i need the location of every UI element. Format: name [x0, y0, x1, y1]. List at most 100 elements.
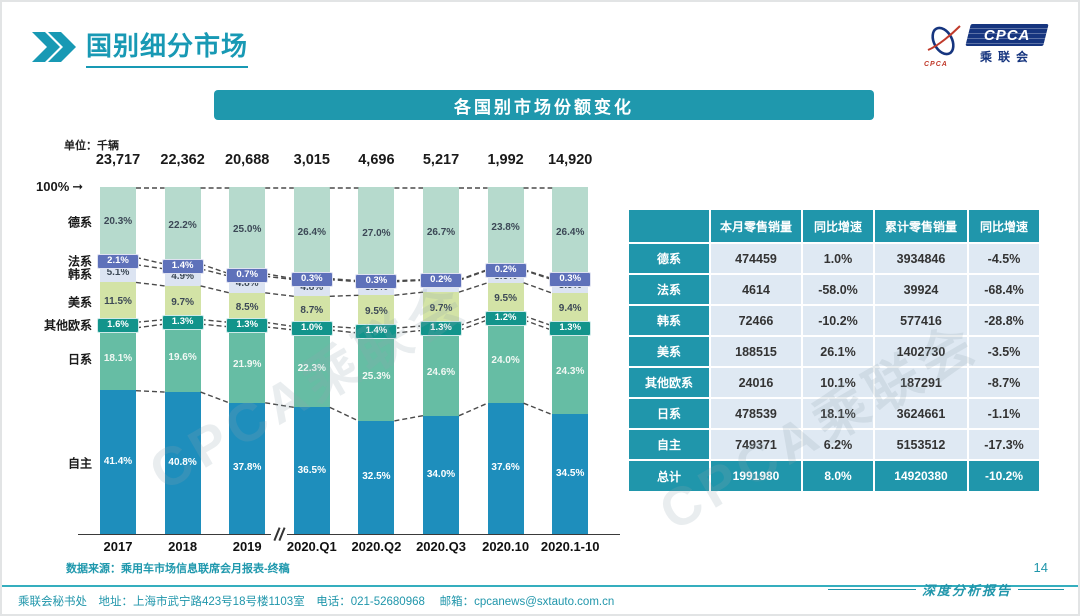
segment: 25.3% [358, 333, 395, 421]
segment-value-tag: 1.4% [355, 323, 398, 339]
segment-value-label: 26.7% [426, 227, 456, 239]
row-label-cell: 法系 [629, 275, 709, 304]
segment-value-tag: 0.3% [290, 272, 333, 288]
segment: 27.0% [358, 187, 395, 281]
data-cell: 3624661 [875, 399, 967, 428]
footer-divider [2, 585, 1078, 587]
bar-total: 20,688 [225, 152, 270, 168]
segment-value-label: 40.8% [168, 456, 197, 468]
segment-value-label: 27.0% [362, 227, 391, 239]
header-cell: 累计零售销量 [875, 210, 967, 242]
row-label-cell: 其他欧系 [629, 368, 709, 397]
segment: 34.0% [423, 415, 459, 534]
segment-value-label: 21.9% [233, 358, 262, 370]
segment-value-tag: 1.3% [420, 321, 462, 337]
segment-value-label: 24.0% [491, 355, 520, 367]
segment: 18.1% [100, 327, 136, 391]
bar-2017: 20.3% 2.1% 5.1% 11.5% 1.6% 18.1% 41.4% [97, 187, 139, 535]
segment-value-tag: 0.2% [484, 262, 527, 278]
segment: 25.0% [229, 187, 266, 274]
cpca-sub-text: 乘联会 [979, 50, 1034, 64]
segment-value-label: 24.3% [556, 366, 585, 378]
segment-value-label: 4.9% [171, 271, 194, 283]
segment-value-label: 9.7% [429, 302, 453, 314]
total-label-cell: 总计 [629, 461, 709, 491]
x-tick-label: 2020.Q3 [416, 539, 466, 554]
segment: 9.5% [358, 295, 395, 329]
row-label-cell: 美系 [629, 337, 709, 366]
data-cell: -28.8% [969, 306, 1039, 335]
bar-total: 1,992 [487, 152, 524, 168]
data-cell: 6.2% [803, 430, 873, 459]
segment-value-label: 41.4% [103, 456, 133, 468]
x-axis-line [78, 534, 620, 535]
series-name-labels: 德系 法系 韩系 美系 其他欧系 日系 自主 [32, 187, 94, 534]
bar-total: 4,696 [358, 152, 395, 168]
segment-value-label: 9.7% [171, 296, 194, 308]
page-title: 国别细分市场 [86, 26, 249, 68]
cpca-wordmark: CPCA 乘联会 [965, 24, 1049, 65]
segment-value-label: 25.0% [233, 224, 262, 236]
segment: 32.5% [358, 420, 395, 534]
segment: 41.4% [100, 390, 136, 535]
segment: 24.6% [423, 330, 459, 416]
segment: 9.4% [552, 293, 589, 326]
header-cell: 同比增速 [969, 210, 1039, 242]
segment-value-label: 5.1% [106, 267, 130, 279]
x-tick-label: 2020.10 [482, 539, 530, 554]
data-cell: 24016 [711, 368, 801, 397]
segment-value-tag: 2.1% [97, 254, 139, 270]
segment: 26.4% [293, 187, 330, 279]
segment-value-tag: 0.3% [549, 272, 592, 288]
segment: 21.9% [229, 326, 266, 403]
bar-2020.Q2: 27.0%0.3%3.9%9.5%1.4%25.3%32.5% [355, 187, 398, 534]
total-data-cell: -10.2% [969, 461, 1039, 491]
x-tick-label: 2020.Q2 [351, 539, 402, 554]
segment-value-tag: 0.7% [226, 267, 269, 283]
report-label: 深度分析报告 [921, 584, 1012, 599]
data-cell: 39924 [875, 275, 967, 304]
data-cell: -4.5% [969, 244, 1039, 273]
segment: 5.1% [100, 264, 136, 283]
right-arrow-icon: ➞ [72, 179, 84, 194]
segment-value-label: 37.8% [233, 462, 262, 474]
segment: 8.5% [229, 292, 266, 323]
segment: 40.8% [164, 392, 201, 534]
data-cell: -68.4% [969, 275, 1039, 304]
cpca-swoosh-icon: CPCA [922, 24, 964, 68]
segment-value-label: 36.5% [297, 464, 326, 476]
data-cell: 3934846 [875, 244, 967, 273]
chart-title: 各国别市场份额变化 [454, 97, 634, 117]
segment-value-tag: 1.0% [290, 321, 333, 337]
segment-value-label: 34.0% [426, 468, 456, 480]
segment-value-label: 26.4% [556, 226, 585, 238]
data-cell: 577416 [875, 306, 967, 335]
data-cell: -3.5% [969, 337, 1039, 366]
bar-2020.1-10: 26.4%0.3%3.9%9.4%1.3%24.3%34.5% [549, 187, 592, 534]
unit-label: 单位：千辆 [64, 140, 119, 152]
bar-2020.Q3: 26.7%0.2%3.4%9.7%1.3%24.6%34.0% [420, 187, 462, 534]
segment-value-label: 9.4% [558, 303, 582, 315]
segment-value-label: 22.2% [168, 219, 197, 231]
segment: 9.7% [164, 285, 201, 320]
bar-total-labels: 23,717 22,362 20,688 3,015 4,696 5,217 1,992 14… [32, 152, 624, 170]
segment-value-label: 4.8% [235, 278, 259, 290]
segment-value-label: 26.4% [297, 226, 326, 238]
x-tick-label: 2020.1-10 [540, 539, 600, 554]
data-cell: 474459 [711, 244, 801, 273]
segment-value-tag: 0.3% [355, 274, 398, 290]
bar-2018: 22.2% 1.4% 4.9% 9.7% 1.3% 19.6% 40.8% [161, 187, 204, 534]
bar-total: 23,717 [95, 152, 141, 168]
segment-value-tag: 1.2% [484, 310, 527, 326]
data-cell: 1402730 [875, 337, 967, 366]
report-label-line [1018, 589, 1064, 590]
segment: 9.5% [487, 282, 524, 316]
cpca-logo: CPCA CPCA 乘联会 [922, 24, 1049, 68]
page-number: 14 [1033, 560, 1048, 575]
segment: 36.5% [293, 407, 330, 534]
segment: 11.5% [100, 282, 136, 323]
segment: 34.5% [552, 414, 589, 534]
segment: 23.8% [487, 187, 524, 270]
segment: 24.3% [552, 330, 589, 415]
data-cell: 1.0% [803, 244, 873, 273]
